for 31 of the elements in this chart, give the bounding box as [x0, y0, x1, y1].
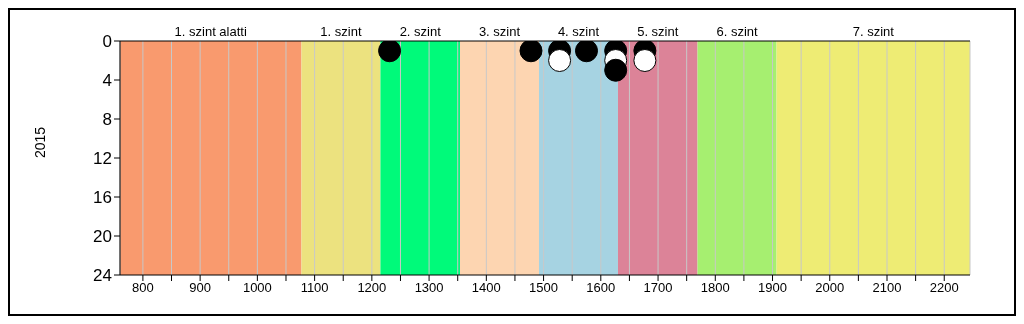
y-tick-label: 24 — [93, 266, 112, 286]
x-tick-label: 900 — [189, 280, 211, 296]
x-tick-label: 1800 — [700, 280, 730, 296]
x-tick-label: 1600 — [586, 280, 616, 296]
x-tick-label: 1300 — [414, 280, 444, 296]
band-label: 6. szint — [716, 24, 759, 39]
y-tick-label: 20 — [93, 227, 112, 247]
x-tick-label: 1200 — [357, 280, 387, 296]
x-tick-label: 2200 — [929, 280, 959, 296]
band-label: 1. szint — [320, 24, 362, 39]
band-label: 5. szint — [637, 24, 679, 39]
x-tick-label: 1700 — [643, 280, 673, 296]
x-tick-label: 1500 — [529, 280, 559, 296]
x-tick-label: 1100 — [300, 280, 329, 296]
band-label: 4. szint — [557, 24, 600, 39]
y-tick-label: 16 — [93, 188, 112, 208]
x-tick-label: 1900 — [758, 280, 787, 296]
x-tick-label: 2100 — [872, 280, 902, 296]
x-tick-label: 1000 — [242, 280, 272, 296]
band-label: 7. szint — [852, 24, 895, 39]
band-label: 1. szint alatti — [174, 24, 247, 39]
x-tick-label: 2000 — [815, 280, 845, 296]
x-tick-label: 1400 — [471, 280, 501, 296]
y-tick-label: 0 — [102, 32, 112, 52]
y-tick-label: 4 — [102, 71, 112, 91]
x-tick-label: 800 — [132, 280, 154, 296]
band-label: 3. szint — [478, 24, 521, 39]
y-axis-title: 2015 — [31, 126, 48, 158]
y-tick-label: 8 — [102, 110, 112, 130]
band-label: 2. szint — [399, 24, 442, 39]
y-tick-label: 12 — [93, 149, 112, 169]
